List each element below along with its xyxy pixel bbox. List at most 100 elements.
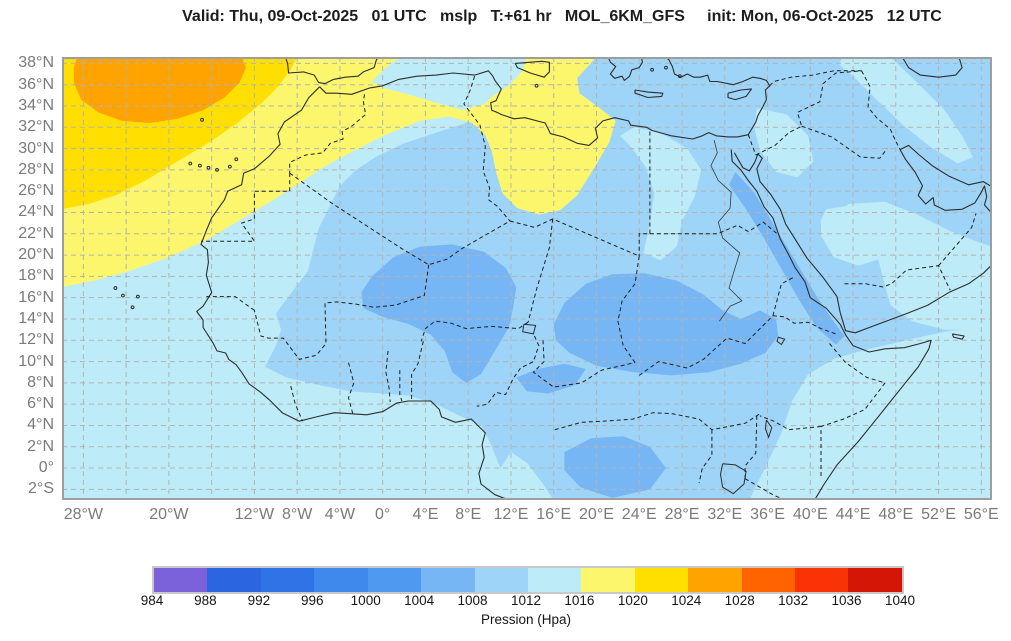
border-niger-chad — [527, 218, 554, 323]
pressure-region-azores-high-core-1024-1028 — [73, 57, 246, 123]
colorbar-tick-1008: 1008 — [457, 593, 488, 608]
colorbar-tick-1024: 1024 — [671, 593, 702, 608]
pressure-region-west-med-1012-1016 — [372, 57, 527, 111]
border-iraq-iran — [861, 70, 901, 150]
island-dot — [650, 67, 654, 72]
border-libya-egypt — [638, 131, 651, 257]
border-drc-uganda — [698, 429, 713, 484]
colorbar-segment-984-988 — [154, 568, 208, 592]
colorbar-tick-992: 992 — [247, 593, 271, 608]
border-iraq-saudi — [801, 125, 888, 159]
lon-label-12°E: 12°E — [493, 506, 529, 523]
lat-label-16°N: 16°N — [18, 288, 54, 306]
page-title: Valid: Thu, 09-Oct-2025 01 UTC mslp T:+6… — [182, 8, 942, 25]
border-ethiopia-somalia-kenya — [820, 343, 886, 478]
colorbar-tick-1032: 1032 — [778, 593, 809, 608]
island-dot — [135, 294, 140, 299]
lon-label-4°W: 4°W — [324, 506, 356, 523]
border-liberia-cotedivoire — [290, 385, 303, 422]
lon-label-24°E: 24°E — [621, 506, 657, 523]
island-dot — [206, 165, 211, 170]
border-sudan-southsudan — [638, 315, 774, 376]
coastline-cyprus — [727, 88, 753, 101]
coastline-africa-west-coast — [196, 86, 509, 500]
border-eritrea-ethiopia — [772, 315, 837, 335]
lat-label-6°N: 6°N — [27, 395, 54, 413]
lat-label-24°N: 24°N — [18, 203, 54, 221]
coastline-persian-gulf-south — [899, 149, 992, 214]
colorbar-segment-1004-1008 — [421, 568, 475, 592]
border-uganda-kenya — [744, 415, 758, 479]
pressure-map — [62, 57, 992, 500]
lat-label-2°N: 2°N — [27, 437, 54, 455]
island-dot — [677, 74, 682, 79]
coastline-africa-north-levant-turkey — [319, 57, 771, 146]
lake-lake-victoria — [719, 463, 747, 495]
island-dot — [121, 293, 125, 298]
lat-label-4°N: 4°N — [27, 416, 54, 434]
colorbar-tick-1040: 1040 — [884, 593, 916, 608]
island-dot — [534, 83, 539, 88]
colorbar-tick-1036: 1036 — [831, 593, 862, 608]
lon-label-56°E: 56°E — [963, 506, 999, 523]
coastline-socotra — [951, 333, 965, 340]
colorbar-segment-988-992 — [207, 568, 261, 592]
border-libya-south — [509, 218, 640, 257]
lat-label-8°N: 8°N — [27, 373, 54, 391]
colorbar-segment-1008-1012 — [474, 568, 528, 592]
border-cotedivoire-ghana — [347, 362, 355, 414]
lat-label-22°N: 22°N — [18, 224, 54, 242]
colorbar-tick-1000: 1000 — [350, 593, 381, 608]
lake-lake-turkana — [764, 419, 773, 439]
pressure-region-jordan-nsaudi-1012-1016 — [754, 108, 814, 178]
colorbar-segment-1020-1024 — [634, 568, 689, 592]
island-dot — [197, 163, 202, 168]
coastline-sicily — [514, 60, 550, 78]
lon-label-40°E: 40°E — [792, 506, 828, 523]
pressure-region-sudan-chad-1004-1008 — [553, 273, 779, 376]
lon-label-8°E: 8°E — [455, 506, 482, 523]
lon-label-44°E: 44°E — [835, 506, 871, 523]
coastline-crete — [634, 89, 664, 99]
lon-label-0°: 0° — [375, 506, 391, 523]
lat-label-0°: 0° — [38, 459, 54, 477]
border-algeria-south — [289, 172, 511, 266]
lon-label-8°W: 8°W — [281, 506, 313, 523]
lake-lake-chad — [522, 323, 537, 335]
colorbar-segment-1016-1020 — [581, 568, 635, 592]
border-egypt-israel — [747, 134, 757, 156]
border-nigeria-cameroon — [476, 335, 540, 407]
island-dot — [215, 167, 219, 172]
lat-label-30°N: 30°N — [18, 139, 54, 157]
border-benin-nigeria — [411, 341, 424, 400]
lat-label-2°S: 2°S — [28, 480, 54, 498]
coastline-persian-gulf-north — [899, 144, 992, 188]
colorbar-segment-1032-1036 — [795, 568, 849, 592]
pressure-region-west-egypt-1012-1016 — [620, 127, 702, 261]
island-dot — [200, 117, 204, 122]
island-dot — [130, 305, 135, 310]
colorbar-segment-992-996 — [260, 568, 315, 592]
colorbar-segment-1012-1016 — [527, 568, 582, 592]
pressure-region-congo-1004-1008 — [564, 436, 666, 498]
colorbar-caption: Pression (Hpa) — [480, 612, 572, 627]
colorbar-tick-988: 988 — [194, 593, 217, 608]
lon-label-32°E: 32°E — [707, 506, 743, 523]
colorbar-tick-984: 984 — [140, 593, 164, 608]
border-ghana-togo — [385, 350, 391, 403]
colorbar-tick-1016: 1016 — [564, 593, 595, 608]
lat-label-20°N: 20°N — [18, 246, 54, 264]
coastline-greece — [607, 57, 643, 81]
colorbar-tick-labels: 984 988 992 996 1000 1004 1008 1012 1016 1020 1024… — [141, 593, 915, 609]
lat-label-38°N: 38°N — [18, 54, 54, 72]
border-turkey-syria — [769, 70, 862, 87]
colorbar-tick-1012: 1012 — [510, 593, 542, 608]
colorbar-segment-1000-1004 — [367, 568, 422, 592]
border-oman-uae — [938, 213, 977, 267]
island-dot — [234, 157, 239, 162]
lon-label-36°E: 36°E — [750, 506, 785, 523]
colorbar-tick-1028: 1028 — [724, 593, 755, 608]
lat-label-10°N: 10°N — [18, 352, 54, 370]
lon-label-28°W: 28°W — [63, 506, 104, 523]
